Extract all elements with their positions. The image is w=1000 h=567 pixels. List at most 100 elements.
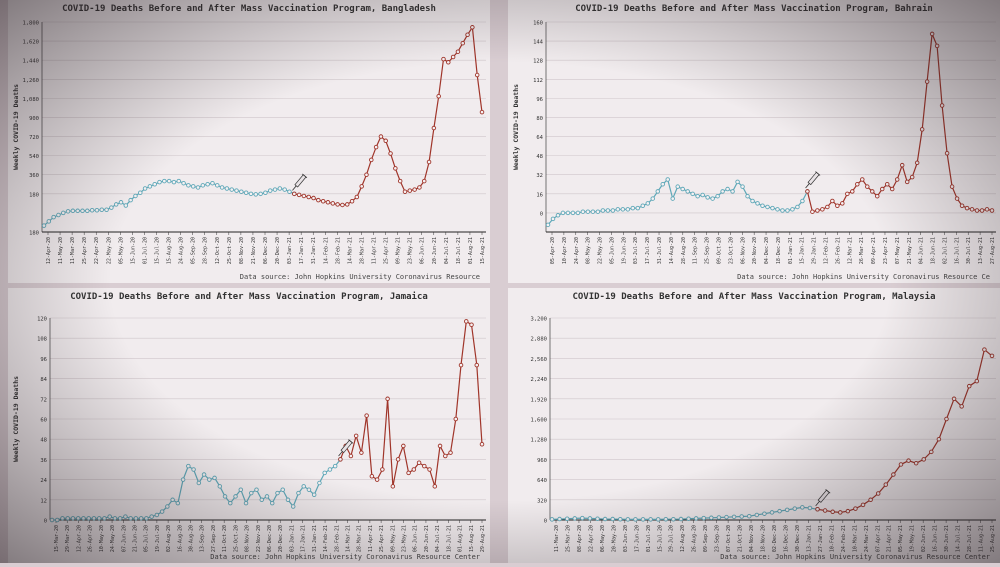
data-point-after: [845, 191, 850, 197]
x-tick-label: 26-Apr-20: [88, 525, 94, 552]
chart-title: COVID-19 Deaths Before and After Mass Va…: [572, 292, 936, 302]
data-point-after: [325, 200, 331, 205]
data-point-before: [147, 184, 153, 189]
x-tick-label: 20-Dec-20: [278, 525, 284, 552]
data-point-after: [830, 509, 835, 515]
x-tick-label: 14-Aug-20: [669, 237, 675, 264]
data-point-after: [951, 396, 957, 402]
x-tick-label: 09-May-21: [390, 525, 396, 552]
data-point-before: [181, 180, 186, 186]
data-point-after: [924, 79, 930, 84]
data-point-after: [904, 179, 910, 185]
chart-title: COVID-19 Deaths Before and After Mass Va…: [575, 4, 933, 14]
data-point-before: [580, 515, 585, 521]
data-point-after: [301, 193, 307, 199]
data-point-after: [830, 198, 835, 204]
data-point-after: [966, 383, 972, 389]
x-tick-label: 30-Dec-20: [795, 525, 801, 552]
data-point-before: [640, 517, 646, 522]
data-point-before: [610, 516, 615, 522]
data-point-after: [868, 497, 873, 503]
data-point-after: [840, 201, 845, 206]
data-source-note: Data source: John Hopkins University Cor…: [210, 553, 480, 561]
data-point-after: [875, 193, 880, 199]
data-point-after: [292, 191, 297, 197]
data-point-after: [421, 178, 427, 184]
data-point-after: [412, 187, 417, 192]
y-tick-label: 320: [537, 498, 547, 504]
data-point-before: [75, 208, 80, 214]
y-tick-label: 64: [536, 135, 543, 141]
y-tick-label: 1,600: [530, 418, 547, 424]
data-point-before: [166, 178, 172, 184]
y-tick-label: 72: [40, 397, 47, 403]
data-point-before: [248, 191, 254, 197]
data-point-before: [86, 516, 91, 521]
x-tick-label: 01-Jul-20: [646, 525, 652, 552]
data-point-after: [359, 450, 364, 455]
data-point-after: [934, 43, 940, 49]
data-point-after: [373, 144, 379, 150]
y-tick-label: 0: [540, 211, 543, 217]
data-point-before: [595, 209, 601, 214]
data-point-before: [655, 517, 661, 522]
data-point-before: [735, 179, 740, 185]
data-point-after: [402, 189, 408, 194]
data-point-before: [210, 180, 215, 186]
x-tick-label: 29-Aug-21: [480, 525, 486, 552]
x-tick-label: 02-Aug-20: [166, 525, 172, 552]
data-point-after: [929, 31, 935, 37]
data-point-after: [944, 416, 949, 422]
data-point-after: [949, 184, 955, 189]
x-tick-label: 20-Jun-21: [432, 237, 438, 264]
data-point-before: [630, 205, 636, 211]
y-tick-label: 12: [40, 498, 47, 504]
data-point-before: [186, 463, 191, 469]
y-tick-label: 16: [536, 192, 543, 198]
chart-svg: 180 180 360 540 720 900 1,080 1,260 1,440 1,620 1,…: [12, 21, 486, 264]
data-point-before: [49, 517, 55, 523]
x-tick-label: 16-Dec-20: [783, 525, 789, 552]
data-point-after: [835, 203, 840, 208]
x-tick-label: 20-Jun-21: [424, 525, 430, 552]
x-tick-label: 27-Jan-21: [818, 525, 824, 552]
data-point-before: [595, 516, 600, 521]
chart-svg: 0 12 24 36 48 60 72 84 96 108 120 15-Mar-20 29-Mar-2…: [12, 317, 486, 552]
x-tick-label: 15-Mar-20: [54, 525, 60, 552]
x-tick-label: 22-May-20: [598, 237, 604, 264]
x-tick-label: 15-Aug-21: [480, 237, 486, 264]
x-tick-label: 24-Mar-21: [864, 525, 870, 552]
x-tick-label: 23-May-21: [402, 525, 408, 552]
data-point-before: [784, 507, 790, 513]
data-point-before: [180, 477, 186, 482]
data-point-before: [645, 201, 651, 206]
x-tick-label: 09-Oct-20: [716, 237, 722, 264]
y-tick-label: 1,920: [530, 397, 547, 403]
x-tick-label: 26-Feb-21: [835, 237, 841, 264]
data-point-before: [152, 182, 157, 187]
data-point-before: [113, 202, 119, 207]
data-point-after: [364, 413, 369, 418]
data-point-before: [104, 207, 109, 212]
data-point-after: [330, 201, 336, 206]
x-tick-label: 27-Aug-21: [990, 237, 996, 264]
data-point-before: [253, 192, 259, 197]
data-point-after: [979, 208, 985, 213]
x-tick-label: 06-Dec-20: [263, 237, 269, 264]
x-tick-label: 11-May-20: [58, 237, 64, 264]
y-tick-label: 540: [29, 154, 39, 160]
x-tick-label: 25-Apr-21: [384, 237, 390, 264]
y-tick-label: 1,440: [22, 59, 39, 65]
data-point-before: [720, 189, 725, 194]
y-tick-label: 120: [37, 317, 47, 323]
data-point-before: [640, 203, 646, 208]
x-tick-label: 11-Mar-20: [70, 237, 76, 264]
y-tick-label: 48: [40, 438, 47, 444]
data-point-after: [853, 506, 858, 511]
data-point-before: [191, 467, 196, 472]
data-point-before: [565, 210, 571, 216]
data-point-after: [479, 441, 485, 447]
data-point-after: [860, 177, 865, 182]
data-point-before: [154, 512, 160, 518]
